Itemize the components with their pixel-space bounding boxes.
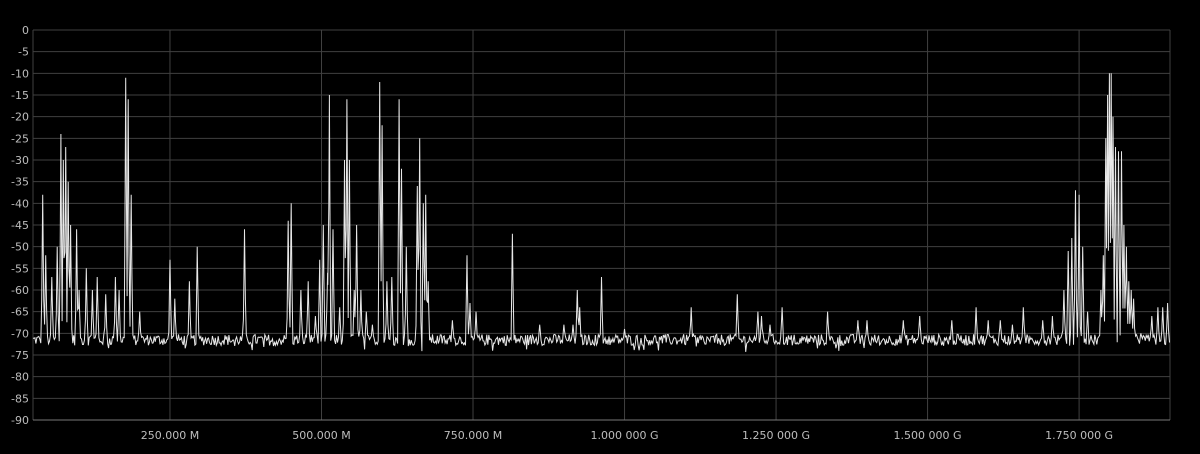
y-tick-label: -35 xyxy=(11,176,29,189)
x-tick-label: 1.750 000 G xyxy=(1045,429,1113,442)
y-tick-label: -75 xyxy=(11,349,29,362)
y-tick-label: -85 xyxy=(11,392,29,405)
y-tick-label: -10 xyxy=(11,67,29,80)
y-tick-label: -70 xyxy=(11,327,29,340)
x-tick-label: 250.000 M xyxy=(141,429,199,442)
x-axis-labels: 250.000 M 500.000 M 750.000 M 1.000 000 G 1.… xyxy=(141,429,1113,442)
y-tick-label: -60 xyxy=(11,284,29,297)
y-tick-label: -55 xyxy=(11,262,29,275)
x-tick-label: 1.250 000 G xyxy=(742,429,810,442)
x-tick-label: 750.000 M xyxy=(444,429,502,442)
y-tick-label: 0 xyxy=(22,24,29,37)
y-tick-label: -20 xyxy=(11,111,29,124)
y-tick-label: -65 xyxy=(11,306,29,319)
x-tick-label: 1.000 000 G xyxy=(591,429,659,442)
y-tick-label: -80 xyxy=(11,371,29,384)
y-tick-label: -25 xyxy=(11,132,29,145)
x-tick-label: 1.500 000 G xyxy=(894,429,962,442)
y-tick-label: -30 xyxy=(11,154,29,167)
y-tick-label: -15 xyxy=(11,89,29,102)
y-tick-label: -90 xyxy=(11,414,29,427)
x-tick-label: 500.000 M xyxy=(292,429,350,442)
y-tick-label: -45 xyxy=(11,219,29,232)
y-tick-label: -40 xyxy=(11,197,29,210)
y-tick-label: -5 xyxy=(18,46,29,59)
y-axis-labels: 0 -5 -10 -15 -20 -25 -30 -35 -40 -45 -50 -55 -60 -65 -… xyxy=(11,24,29,427)
y-tick-label: -50 xyxy=(11,241,29,254)
spectrum-trace xyxy=(32,73,1170,352)
